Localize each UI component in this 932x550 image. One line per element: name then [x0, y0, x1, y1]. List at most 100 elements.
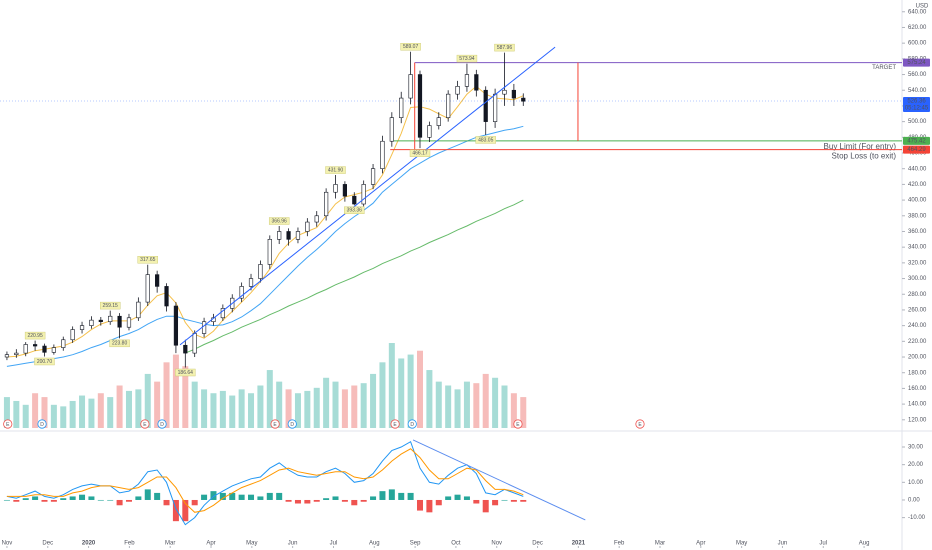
- macd-histogram-bar: [201, 494, 208, 500]
- candle-body: [427, 125, 432, 138]
- macd-histogram-bar: [97, 499, 104, 501]
- y-tick-label: 540.00: [908, 88, 927, 94]
- price-level-label: Buy Limit (For entry): [824, 142, 897, 151]
- volume-bar: [276, 381, 283, 428]
- x-tick-label: May: [246, 541, 257, 547]
- macd-histogram-bar: [285, 499, 292, 502]
- volume-bar: [463, 381, 470, 428]
- macd-histogram-bar: [88, 496, 95, 500]
- y-tick-label: 420.00: [908, 182, 927, 188]
- candle-body: [502, 89, 507, 95]
- candle-body: [455, 86, 460, 95]
- macd-histogram-bar: [426, 499, 433, 513]
- event-marker: [270, 419, 280, 429]
- volume-bar: [135, 389, 142, 428]
- price-label: 393.36: [347, 208, 363, 214]
- candle-body: [361, 184, 366, 205]
- volume-bar: [341, 389, 348, 428]
- price-level-tag: 464.29: [907, 147, 926, 153]
- macd-histogram-bar: [445, 496, 452, 500]
- candle-body: [492, 93, 498, 122]
- macd-histogram-bar: [510, 499, 517, 502]
- candle-body: [295, 231, 301, 240]
- volume-bar: [351, 385, 358, 428]
- price-label: 223.80: [112, 341, 128, 347]
- macd-y-tick-label: 20.00: [908, 462, 924, 468]
- candle-body: [70, 329, 75, 341]
- macd-histogram-bar: [398, 492, 405, 500]
- y-tick-label: 200.00: [908, 355, 927, 361]
- x-tick-label: Aug: [859, 541, 870, 547]
- price-label: 317.65: [140, 257, 156, 263]
- moving-average: [6, 85, 524, 358]
- candle-body: [258, 264, 263, 279]
- x-tick-label: Feb: [614, 541, 625, 547]
- candle-body: [4, 354, 10, 358]
- macd-histogram-bar: [125, 499, 132, 502]
- candle-body: [305, 221, 310, 232]
- volume-bar: [154, 381, 161, 428]
- candle-body: [511, 89, 516, 99]
- event-marker: [513, 419, 523, 429]
- volume-bar: [116, 385, 123, 428]
- candle-body: [173, 305, 179, 346]
- volume-bar: [304, 390, 311, 428]
- volume-bar: [313, 387, 320, 428]
- y-tick-label: 220.00: [908, 339, 927, 345]
- candle-body: [89, 319, 94, 326]
- macd-histogram-bar: [32, 496, 39, 500]
- macd-histogram-bar: [22, 498, 29, 500]
- candle-body: [136, 301, 141, 319]
- countdown: 05:12:45: [905, 106, 929, 112]
- price-label-box: [109, 339, 130, 348]
- volume-bar: [445, 385, 452, 428]
- volume-bar: [294, 393, 301, 428]
- macd-histogram-bar: [454, 494, 461, 500]
- macd-histogram-bar: [323, 498, 330, 500]
- x-tick-label: Dec: [42, 541, 53, 547]
- price-label: 483.05: [478, 137, 494, 143]
- y-tick-label: 600.00: [908, 41, 927, 47]
- macd-histogram-bar: [294, 499, 301, 504]
- macd-histogram-bar: [238, 494, 245, 500]
- macd-histogram-bar: [3, 499, 10, 501]
- price-label-box: [400, 43, 421, 51]
- y-tick-label: 280.00: [908, 292, 927, 298]
- price-label-box: [456, 54, 478, 63]
- volume-bar: [191, 381, 198, 428]
- candle-body: [164, 286, 169, 307]
- price-label-box: [268, 217, 290, 225]
- candle-body: [126, 317, 132, 328]
- y-tick-label: 320.00: [908, 260, 927, 266]
- event-label: D: [160, 422, 164, 428]
- volume-bar: [426, 370, 433, 428]
- macd-histogram-bar: [388, 489, 395, 500]
- candle-body: [14, 352, 19, 355]
- x-tick-label: Jul: [330, 541, 338, 547]
- volume-bar: [492, 377, 499, 428]
- candle-body: [248, 278, 254, 287]
- price-label-box: [34, 357, 55, 366]
- candle-body: [79, 325, 85, 330]
- price-label: 466.17: [412, 150, 428, 156]
- price-label: 366.96: [272, 218, 288, 224]
- price-label-box: [175, 368, 196, 377]
- candle-body: [239, 286, 244, 299]
- x-tick-label: Apr: [696, 541, 705, 547]
- candle-body: [117, 315, 122, 328]
- volume-bar: [88, 398, 95, 428]
- volume-bar: [32, 393, 39, 428]
- candle-body: [408, 74, 413, 99]
- candle-body: [98, 319, 103, 323]
- macd-histogram-bar: [144, 489, 151, 500]
- price-level-label: TARGET: [872, 65, 896, 71]
- volume-bar: [229, 395, 236, 428]
- volume-bar: [60, 406, 67, 428]
- price-level-label: Stop Loss (to exit): [832, 151, 897, 160]
- macd-histogram-bar: [473, 499, 480, 504]
- price-level-tag: 475.42: [907, 138, 926, 144]
- macd-histogram-bar: [154, 492, 161, 500]
- y-tick-label: 440.00: [908, 166, 927, 172]
- volume-bar: [219, 390, 226, 428]
- currency-label: USD: [916, 4, 929, 10]
